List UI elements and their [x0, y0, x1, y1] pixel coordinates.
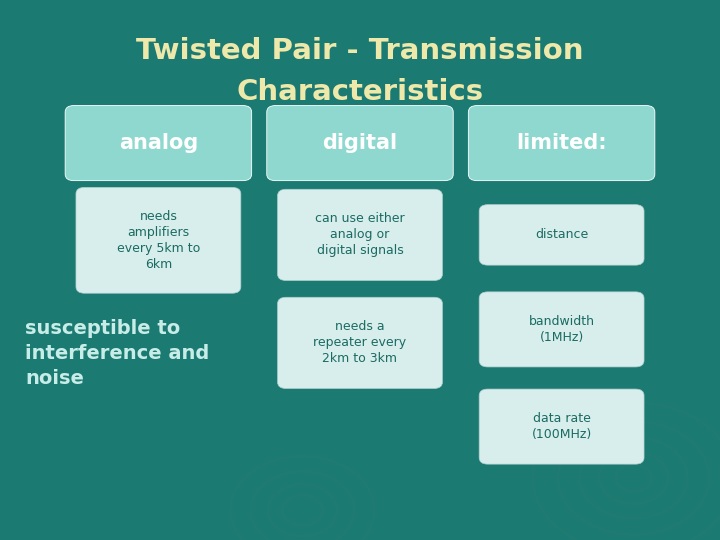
- Text: Twisted Pair - Transmission: Twisted Pair - Transmission: [136, 37, 584, 65]
- FancyBboxPatch shape: [278, 297, 442, 389]
- Text: distance: distance: [535, 228, 588, 241]
- Text: can use either
analog or
digital signals: can use either analog or digital signals: [315, 212, 405, 258]
- Text: data rate
(100MHz): data rate (100MHz): [531, 412, 592, 441]
- FancyBboxPatch shape: [66, 106, 252, 180]
- Text: bandwidth
(1MHz): bandwidth (1MHz): [528, 315, 595, 344]
- FancyBboxPatch shape: [278, 190, 442, 281]
- Text: limited:: limited:: [516, 133, 607, 153]
- Text: needs a
repeater every
2km to 3km: needs a repeater every 2km to 3km: [313, 320, 407, 366]
- FancyBboxPatch shape: [480, 389, 644, 464]
- Text: Characteristics: Characteristics: [236, 78, 484, 106]
- FancyBboxPatch shape: [469, 106, 655, 180]
- Text: needs
amplifiers
every 5km to
6km: needs amplifiers every 5km to 6km: [117, 210, 200, 271]
- FancyBboxPatch shape: [480, 292, 644, 367]
- Text: susceptible to
interference and
noise: susceptible to interference and noise: [25, 319, 210, 388]
- FancyBboxPatch shape: [76, 187, 240, 293]
- FancyBboxPatch shape: [266, 106, 454, 180]
- FancyBboxPatch shape: [480, 205, 644, 265]
- Text: analog: analog: [119, 133, 198, 153]
- Text: digital: digital: [323, 133, 397, 153]
